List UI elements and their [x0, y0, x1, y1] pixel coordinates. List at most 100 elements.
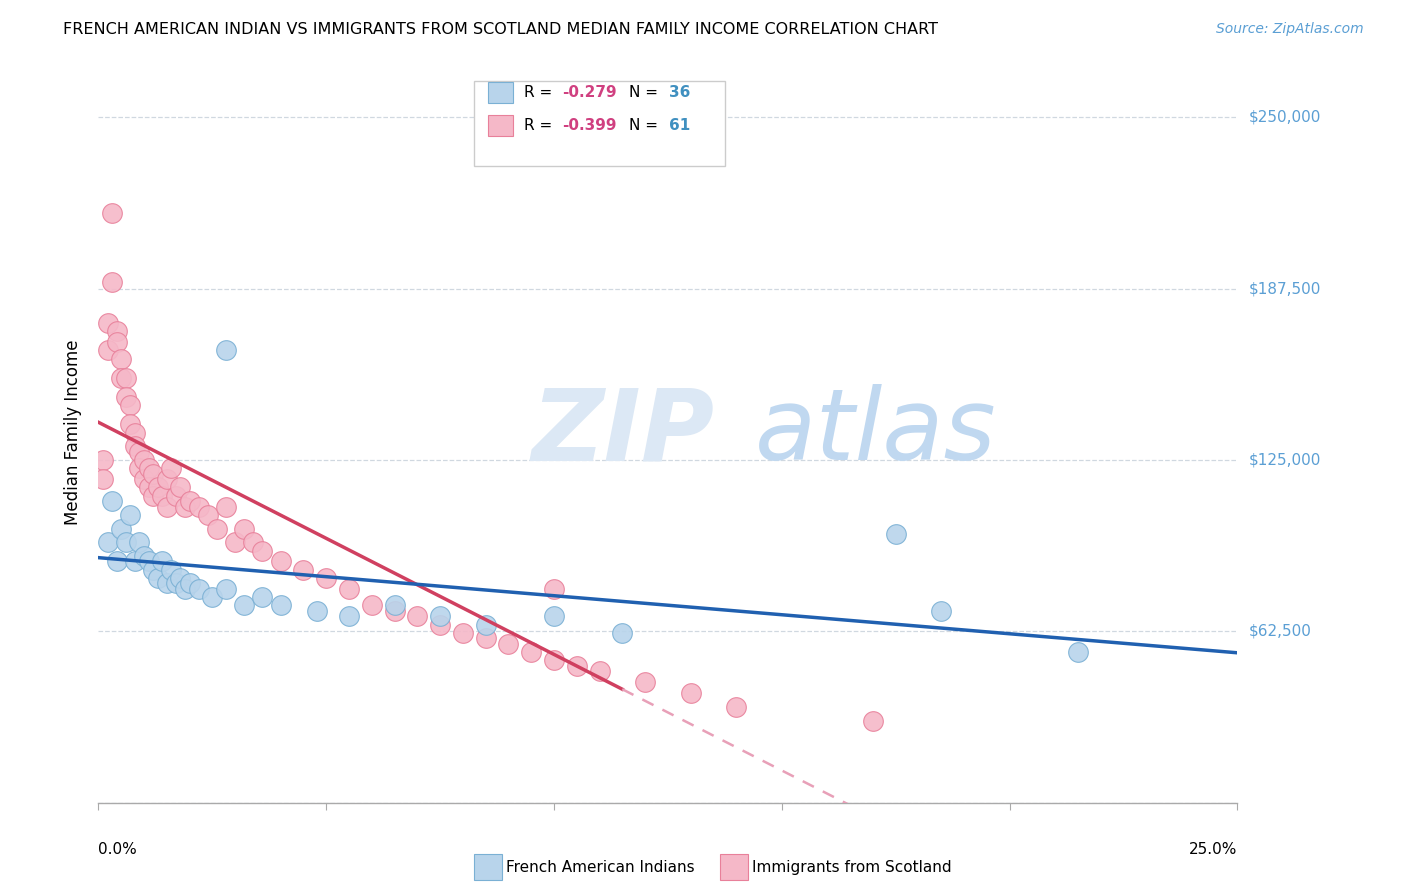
Point — [224, 535, 246, 549]
Text: R =: R = — [524, 119, 557, 134]
Point — [110, 351, 132, 366]
Text: 0.0%: 0.0% — [98, 842, 138, 856]
Point — [91, 453, 114, 467]
FancyBboxPatch shape — [488, 115, 513, 136]
Point — [132, 549, 155, 563]
Point — [169, 571, 191, 585]
Y-axis label: Median Family Income: Median Family Income — [65, 340, 83, 525]
Text: $250,000: $250,000 — [1249, 110, 1320, 125]
Text: N =: N = — [628, 85, 664, 100]
Point — [120, 398, 142, 412]
Text: Source: ZipAtlas.com: Source: ZipAtlas.com — [1216, 22, 1364, 37]
Point — [384, 599, 406, 613]
Text: N =: N = — [628, 119, 664, 134]
Point — [105, 335, 128, 350]
Point — [187, 582, 209, 596]
Point — [474, 617, 496, 632]
Text: ZIP: ZIP — [531, 384, 714, 481]
Text: -0.399: -0.399 — [562, 119, 616, 134]
Point — [128, 535, 150, 549]
Point — [138, 461, 160, 475]
Text: -0.279: -0.279 — [562, 85, 617, 100]
Point — [337, 609, 360, 624]
Point — [187, 500, 209, 514]
Point — [110, 371, 132, 385]
Point — [101, 494, 124, 508]
Point — [165, 576, 187, 591]
FancyBboxPatch shape — [488, 82, 513, 103]
Point — [406, 609, 429, 624]
Point — [429, 609, 451, 624]
Point — [142, 467, 165, 481]
Point — [215, 500, 238, 514]
Point — [270, 599, 292, 613]
Point — [588, 664, 610, 678]
Point — [101, 275, 124, 289]
Point — [174, 500, 197, 514]
Point — [160, 563, 183, 577]
FancyBboxPatch shape — [474, 81, 725, 166]
Point — [1067, 645, 1090, 659]
Point — [142, 489, 165, 503]
Point — [451, 625, 474, 640]
Point — [474, 632, 496, 646]
Point — [174, 582, 197, 596]
Point — [132, 472, 155, 486]
Point — [96, 343, 118, 358]
Point — [429, 617, 451, 632]
Point — [156, 472, 179, 486]
Point — [138, 480, 160, 494]
Point — [96, 535, 118, 549]
Point — [205, 522, 228, 536]
Text: French American Indians: French American Indians — [506, 860, 695, 874]
Point — [929, 604, 952, 618]
Point — [146, 571, 169, 585]
Point — [201, 590, 224, 604]
Point — [565, 658, 588, 673]
Point — [233, 599, 256, 613]
Point — [337, 582, 360, 596]
Text: FRENCH AMERICAN INDIAN VS IMMIGRANTS FROM SCOTLAND MEDIAN FAMILY INCOME CORRELAT: FRENCH AMERICAN INDIAN VS IMMIGRANTS FRO… — [63, 22, 938, 37]
Point — [179, 576, 201, 591]
Text: 25.0%: 25.0% — [1189, 842, 1237, 856]
Point — [156, 576, 179, 591]
Point — [270, 554, 292, 568]
Point — [114, 390, 136, 404]
Point — [233, 522, 256, 536]
Point — [105, 324, 128, 338]
Point — [634, 675, 657, 690]
Point — [315, 571, 337, 585]
Point — [124, 439, 146, 453]
Point — [252, 590, 274, 604]
Text: $187,500: $187,500 — [1249, 281, 1320, 296]
Text: 61: 61 — [669, 119, 690, 134]
Point — [612, 625, 634, 640]
Text: Immigrants from Scotland: Immigrants from Scotland — [752, 860, 952, 874]
Point — [179, 494, 201, 508]
Point — [138, 554, 160, 568]
Text: atlas: atlas — [755, 384, 995, 481]
Point — [105, 554, 128, 568]
Point — [150, 489, 173, 503]
Point — [124, 554, 146, 568]
Point — [884, 527, 907, 541]
Point — [101, 206, 124, 220]
Point — [120, 417, 142, 432]
Point — [725, 699, 748, 714]
Text: 36: 36 — [669, 85, 690, 100]
Point — [215, 343, 238, 358]
Text: $62,500: $62,500 — [1249, 624, 1312, 639]
Point — [110, 522, 132, 536]
Point — [128, 445, 150, 459]
Point — [169, 480, 191, 494]
Point — [132, 453, 155, 467]
Point — [124, 425, 146, 440]
Point — [128, 461, 150, 475]
Point — [543, 653, 565, 667]
Point — [384, 604, 406, 618]
Point — [520, 645, 543, 659]
Point — [543, 609, 565, 624]
Point — [543, 582, 565, 596]
Point — [91, 472, 114, 486]
Point — [292, 563, 315, 577]
